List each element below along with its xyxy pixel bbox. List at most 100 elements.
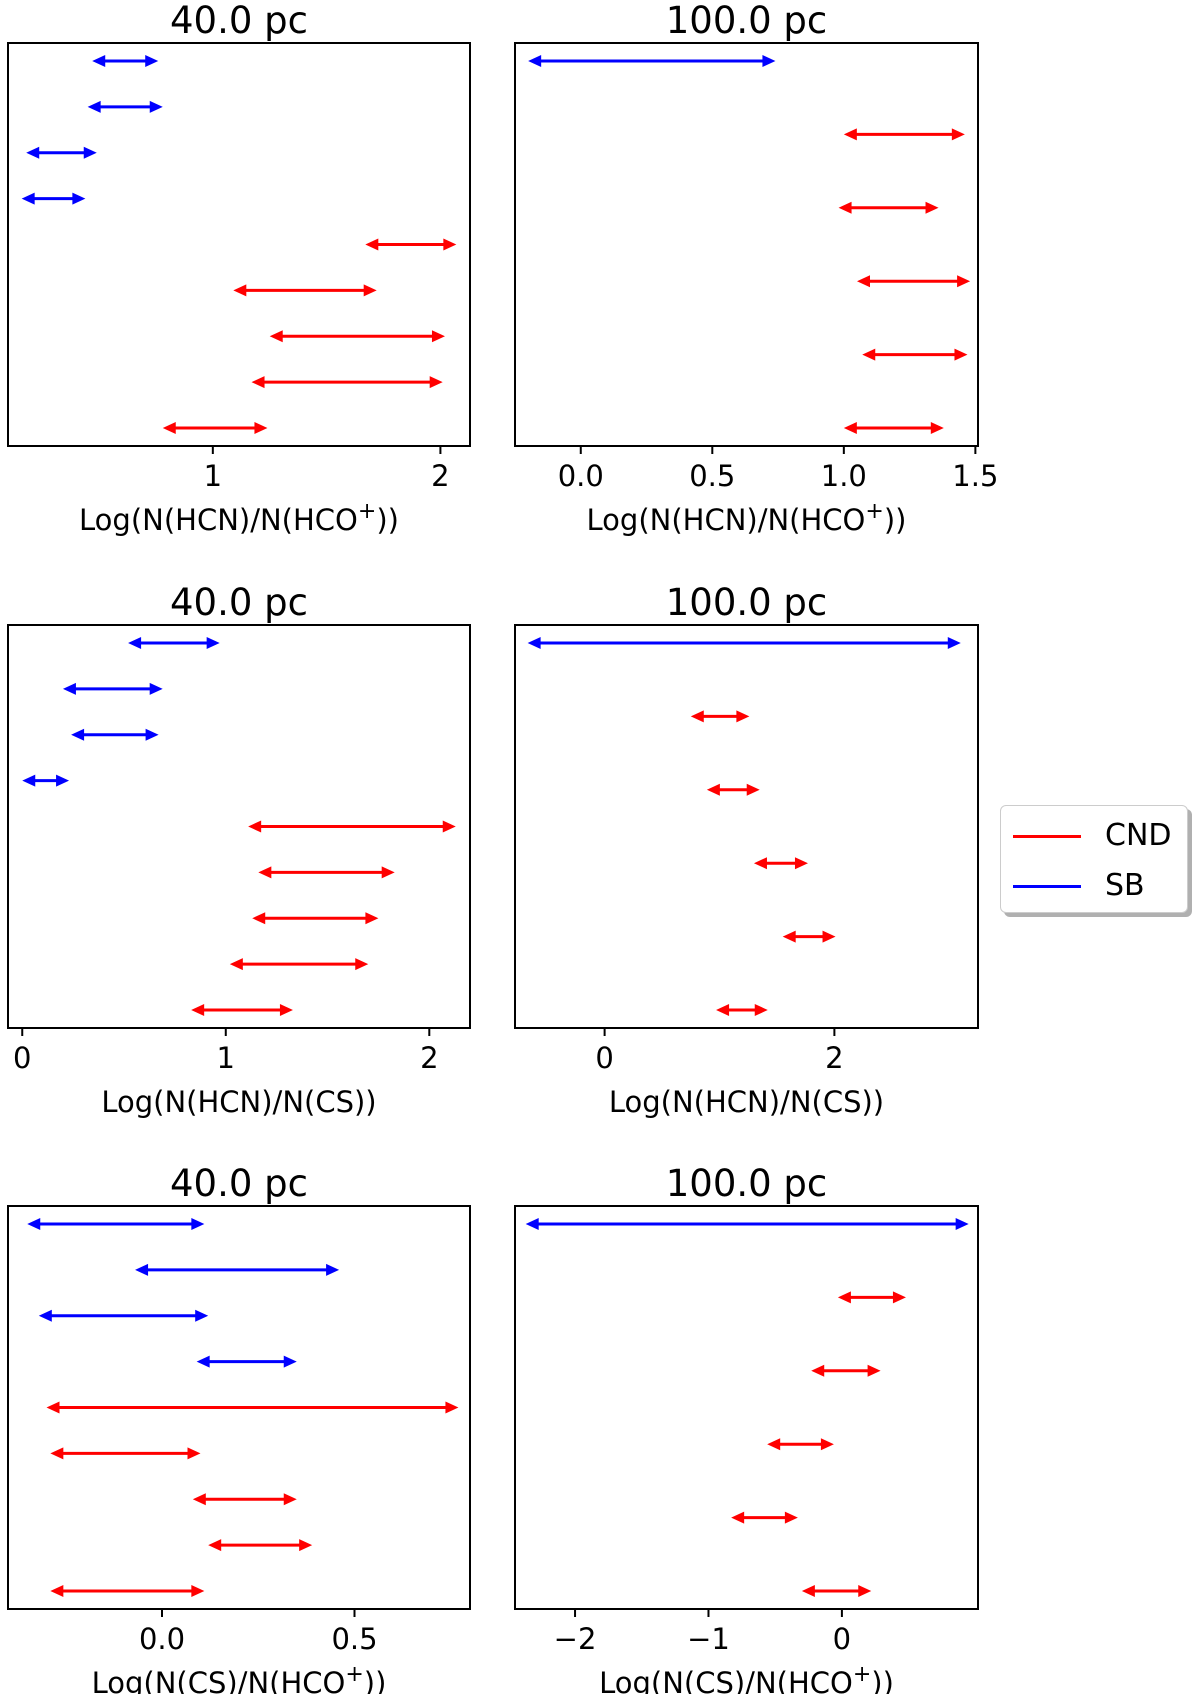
panel-title: 40.0 pc — [170, 0, 308, 42]
arrow-head-left — [50, 1447, 64, 1460]
arrow-head-left — [801, 1585, 815, 1597]
arrow-head-right — [754, 1004, 768, 1016]
x-axis-label: Log(N(HCN)/N(CS)) — [101, 1085, 376, 1119]
x-tick-label: 1.5 — [952, 459, 998, 493]
arrow-head-right — [957, 275, 971, 288]
range-arrow-cnd — [192, 1493, 297, 1506]
arrow-head-left — [135, 1263, 149, 1276]
arrow-head-left — [862, 348, 876, 361]
panel-title: 40.0 pc — [170, 581, 308, 624]
arrow-head-left — [843, 422, 857, 434]
range-arrow-sb — [87, 100, 163, 113]
range-arrow-cnd — [269, 330, 445, 343]
range-arrow-cnd — [162, 422, 268, 434]
arrow-head-right — [363, 284, 377, 297]
x-tick-label: −2 — [554, 1622, 597, 1656]
arrow-head-left — [251, 376, 265, 389]
arrow-head-left — [782, 930, 796, 943]
panel-6: 100.0 pc −2 −1 0 Log(N(CS)/N(HCO+)) — [514, 1162, 979, 1694]
arrow-head-left — [26, 146, 40, 159]
plot-frame — [514, 624, 979, 1029]
arrow-head-right — [955, 1218, 969, 1230]
arrow-head-right — [83, 146, 97, 159]
arrow-head-right — [149, 682, 163, 695]
range-arrow-sb — [71, 728, 159, 741]
x-tick-label: 1 — [204, 459, 222, 493]
arrow-head-left — [525, 1218, 539, 1230]
panel-4: 100.0 pc 0 2 Log(N(HCN)/N(CS)) — [514, 581, 979, 1119]
arrow-head-right — [191, 1585, 205, 1597]
x-tick-label: 0 — [13, 1041, 31, 1075]
range-arrow-cnd — [229, 958, 369, 971]
x-tick-label: −1 — [687, 1622, 730, 1656]
arrow-head-left — [87, 100, 101, 113]
range-arrow-sb — [22, 774, 70, 787]
arrow-head-left — [196, 1355, 210, 1368]
arrow-head-left — [365, 238, 379, 251]
range-arrow-cnd — [811, 1364, 881, 1377]
arrow-head-left — [843, 128, 857, 141]
arrow-head-left — [21, 192, 35, 205]
x-tick-label: 0.0 — [139, 1622, 185, 1656]
panel-2: 100.0 pc 0.0 0.5 1.0 1.5 Log(N(HCN)/N(HCO+)) — [514, 0, 998, 537]
arrow-head-right — [858, 1585, 872, 1597]
plot-frame — [7, 624, 471, 1029]
arrow-head-left — [27, 1218, 41, 1230]
x-tick-label: 0 — [595, 1041, 613, 1075]
arrow-head-left — [716, 1004, 730, 1016]
legend-swatch-sb — [1013, 885, 1081, 888]
plot-frame — [514, 1205, 979, 1610]
arrow-head-right — [145, 55, 159, 67]
arrow-head-right — [762, 55, 776, 67]
arrow-head-left — [838, 201, 852, 214]
range-arrow-cnd — [191, 1004, 293, 1016]
arrow-head-left — [128, 637, 142, 649]
plot-frame — [7, 1205, 471, 1610]
range-arrow-cnd — [862, 348, 968, 361]
x-tick-label: 2 — [431, 459, 449, 493]
range-arrow-sb — [21, 192, 86, 205]
arrow-head-right — [443, 238, 457, 251]
range-arrow-cnd — [731, 1511, 798, 1524]
arrow-head-left — [192, 1493, 206, 1506]
range-arrow-cnd — [252, 912, 379, 925]
arrow-head-left — [50, 1585, 64, 1597]
arrow-head-right — [355, 958, 369, 971]
range-arrow-cnd — [365, 238, 457, 251]
arrow-head-right — [206, 637, 220, 649]
range-arrow-sb — [92, 55, 159, 67]
arrow-head-left — [528, 55, 542, 67]
arrow-head-right — [794, 857, 808, 870]
arrow-head-right — [187, 1447, 201, 1460]
arrow-head-left — [856, 275, 870, 288]
range-arrow-sb — [128, 637, 220, 649]
legend-label-sb: SB — [1105, 868, 1145, 903]
range-arrow-cnd — [782, 930, 836, 943]
panel-title: 100.0 pc — [666, 581, 828, 624]
arrow-head-right — [736, 710, 750, 723]
x-axis-label: Log(N(HCN)/N(CS)) — [609, 1085, 884, 1119]
arrow-head-right — [56, 774, 70, 787]
legend-item-cnd: CND — [1001, 816, 1187, 856]
panel-1: 40.0 pc 1 2 Log(N(HCN)/N(HCO+)) — [7, 0, 471, 537]
range-arrow-cnd — [258, 866, 395, 879]
arrow-head-right — [746, 783, 760, 796]
arrow-head-right — [820, 1438, 834, 1451]
legend-item-sb: SB — [1001, 866, 1187, 906]
arrow-head-left — [38, 1309, 52, 1322]
arrow-head-right — [191, 1218, 205, 1230]
arrow-head-left — [811, 1364, 825, 1377]
arrow-head-left — [690, 710, 704, 723]
plot-frame — [514, 42, 979, 447]
range-arrow-sb — [525, 1218, 969, 1230]
range-arrow-cnd — [753, 857, 808, 870]
arrow-head-left — [46, 1401, 60, 1414]
range-arrow-cnd — [856, 275, 971, 288]
range-arrow-sb — [26, 146, 97, 159]
arrow-head-left — [22, 774, 36, 787]
range-arrow-cnd — [706, 783, 760, 796]
arrow-head-right — [283, 1493, 297, 1506]
range-arrow-sb — [38, 1309, 209, 1322]
arrow-head-right — [279, 1004, 293, 1016]
range-arrow-cnd — [767, 1438, 834, 1451]
